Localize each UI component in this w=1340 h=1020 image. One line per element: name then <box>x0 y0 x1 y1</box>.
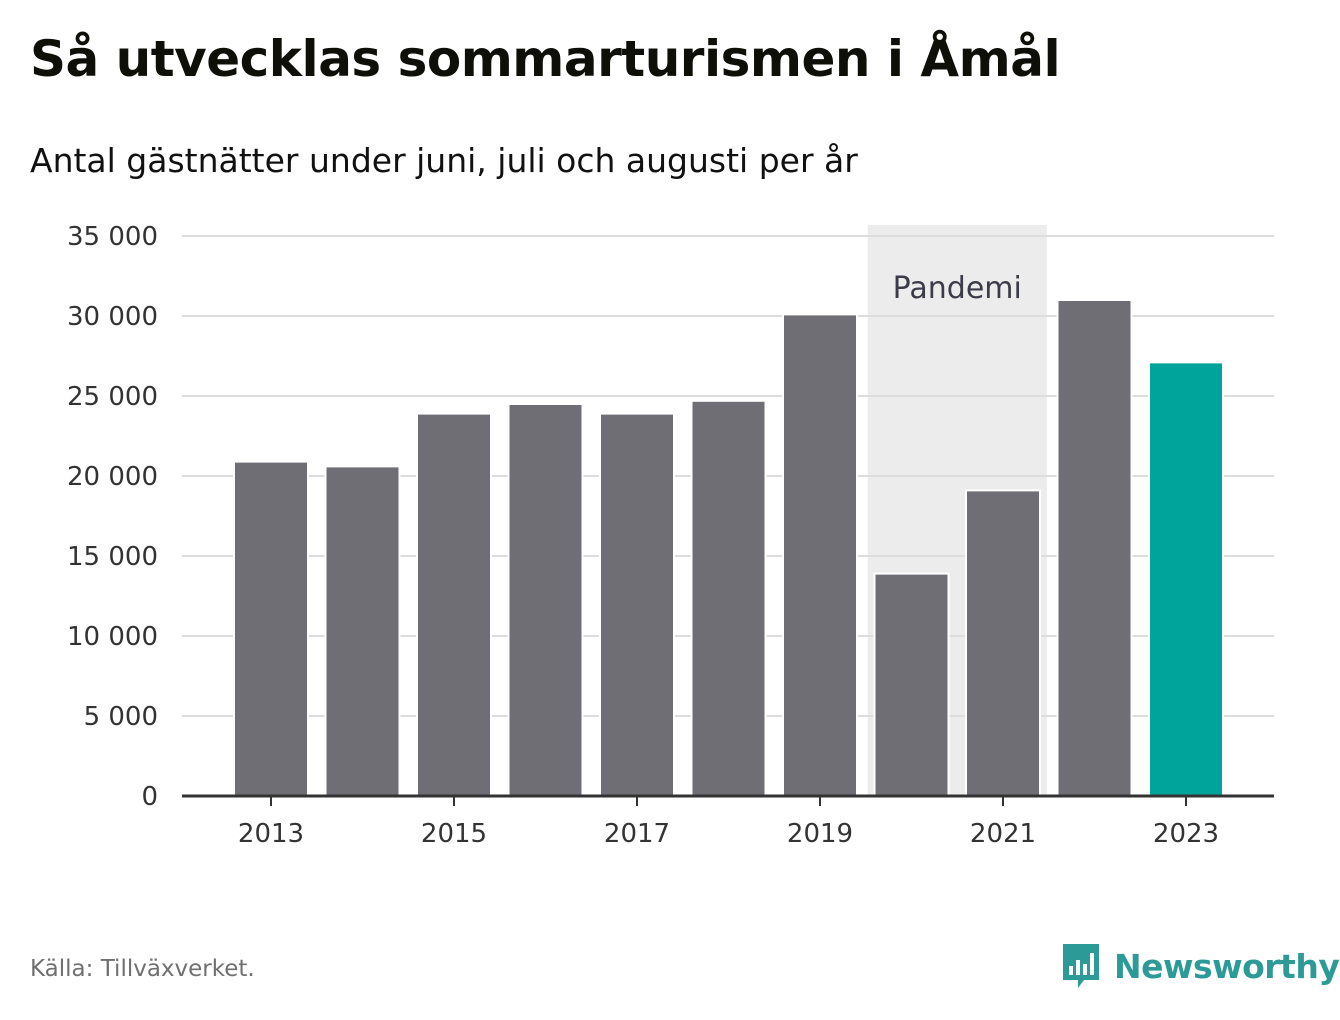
bar-chart: Pandemi 0 5 000 10 000 15 000 20 000 25 000 30… <box>67 222 1274 849</box>
y-tick-label: 25 000 <box>67 382 158 412</box>
bar-2016 <box>507 403 584 797</box>
bar-2014 <box>324 465 401 797</box>
axis-layer: 0 5 000 10 000 15 000 20 000 25 000 30 000 35 0… <box>67 222 1274 849</box>
pandemic-label: Pandemi <box>893 271 1022 306</box>
chart-subtitle: Antal gästnätter under juni, juli och au… <box>30 141 858 180</box>
bar-2020 <box>873 572 950 797</box>
bar-2017 <box>599 412 675 797</box>
x-tick-label: 2013 <box>238 819 304 849</box>
bar-layer <box>233 299 1224 798</box>
bar-2023 <box>1148 361 1224 797</box>
bar-2015 <box>416 412 492 797</box>
chart-title: Så utvecklas sommarturismen i Åmål <box>30 30 1061 88</box>
y-tick-label: 10 000 <box>67 622 158 652</box>
x-tick-label: 2019 <box>787 819 853 849</box>
y-tick-label: 0 <box>141 782 158 812</box>
x-tick-label: 2021 <box>970 819 1036 849</box>
bar-2013 <box>233 460 309 797</box>
y-tick-label: 5 000 <box>84 702 158 732</box>
newsworthy-logo-icon <box>1063 944 1099 988</box>
brand-name: Newsworthy <box>1114 946 1340 986</box>
y-tick-label: 15 000 <box>67 542 158 572</box>
y-tick-label: 20 000 <box>67 462 158 492</box>
y-tick-label: 30 000 <box>67 302 158 332</box>
bar-2019 <box>782 313 858 798</box>
bar-2022 <box>1056 299 1133 797</box>
x-tick-label: 2017 <box>604 819 670 849</box>
source-note: Källa: Tillväxverket. <box>30 956 255 982</box>
x-tick-label: 2023 <box>1153 819 1219 849</box>
brand-logo: Newsworthy <box>1060 940 1340 992</box>
bar-2021 <box>965 489 1041 797</box>
bar-2018 <box>690 399 767 798</box>
y-tick-label: 35 000 <box>67 222 158 252</box>
x-tick-label: 2015 <box>421 819 487 849</box>
